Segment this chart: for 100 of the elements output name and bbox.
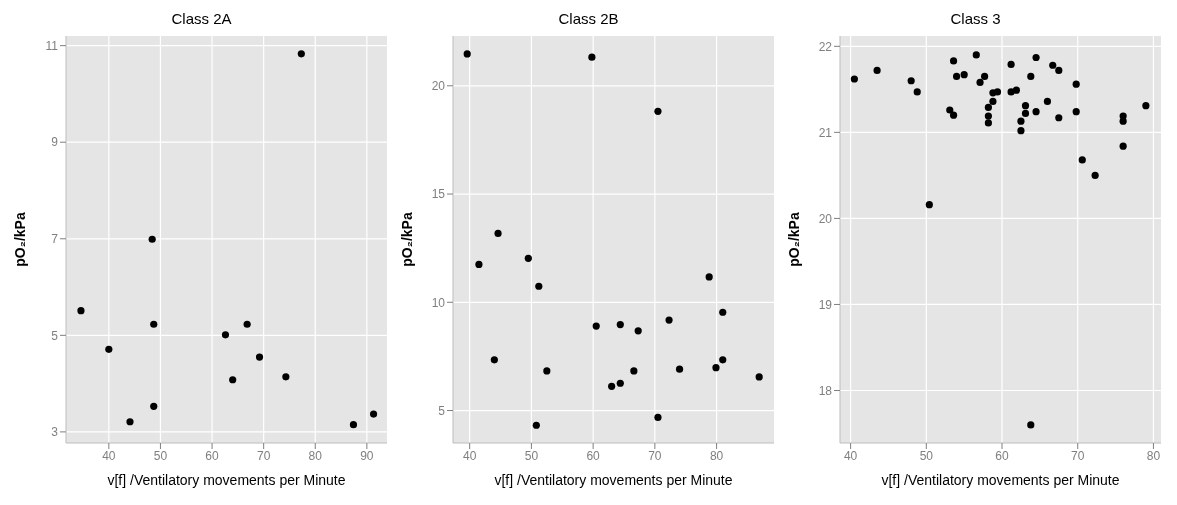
point: [946, 106, 954, 114]
point: [907, 77, 915, 85]
point: [77, 307, 85, 315]
point: [490, 356, 498, 364]
x-axis-title: v[f] /Ventilatory movements per Minute: [494, 472, 733, 488]
point: [1142, 102, 1150, 110]
x-tick-label: 50: [919, 448, 934, 463]
point: [949, 57, 958, 65]
point: [1012, 86, 1020, 94]
point: [654, 107, 662, 115]
y-tick-label: 20: [818, 211, 833, 226]
point: [976, 78, 984, 87]
x-tick-label: 40: [462, 448, 477, 463]
point: [1043, 97, 1052, 105]
point: [592, 322, 600, 330]
point: [665, 316, 673, 324]
point: [150, 320, 158, 328]
x-tick-label: 90: [360, 448, 374, 463]
y-tick-label: 7: [51, 232, 59, 247]
point: [349, 421, 358, 429]
point: [463, 50, 471, 58]
point: [126, 418, 134, 426]
point: [1091, 171, 1099, 179]
y-tick-label: 5: [51, 328, 59, 343]
y-axis-title: pO₂/kPa: [785, 212, 802, 267]
point: [993, 88, 1002, 96]
point: [1055, 66, 1063, 75]
y-tick-label: 19: [818, 297, 833, 312]
x-tick-label: 70: [648, 448, 662, 463]
point: [524, 254, 532, 262]
x-axis-title: v[f] /Ventilatory movements per Minute: [107, 472, 346, 488]
point: [608, 382, 616, 390]
point: [630, 367, 638, 375]
point: [1007, 60, 1015, 68]
point: [282, 373, 290, 381]
point: [755, 373, 763, 381]
point: [1072, 108, 1080, 116]
point: [588, 53, 596, 61]
point: [989, 97, 997, 105]
point: [972, 51, 980, 59]
point: [1021, 102, 1030, 110]
point: [984, 119, 992, 127]
chart-title: Class 2A: [170, 9, 233, 29]
point: [634, 327, 642, 335]
point: [705, 273, 713, 281]
x-tick-label: 40: [843, 448, 858, 463]
point: [255, 353, 264, 361]
y-tick-label: 20: [431, 79, 446, 94]
x-tick-label: 70: [256, 448, 271, 463]
point: [1027, 421, 1035, 429]
x-tick-label: 80: [709, 448, 724, 463]
point: [654, 413, 662, 422]
point: [1032, 108, 1040, 116]
point: [532, 421, 540, 429]
point: [616, 379, 624, 387]
point: [984, 103, 992, 112]
x-tick-label: 80: [308, 448, 323, 463]
point: [1049, 61, 1057, 69]
point: [535, 282, 543, 290]
y-tick-label: 11: [45, 38, 59, 53]
point: [150, 402, 158, 410]
point: [148, 235, 156, 243]
point: [105, 345, 113, 353]
point: [981, 72, 989, 81]
point: [675, 365, 684, 373]
point: [1055, 114, 1063, 122]
point: [1119, 142, 1127, 150]
point: [1119, 117, 1127, 125]
point: [984, 112, 992, 120]
y-axis-title: pO₂/kPa: [398, 212, 415, 267]
point: [616, 320, 624, 329]
y-tick-label: 3: [51, 425, 59, 440]
point: [543, 367, 551, 375]
point: [1027, 72, 1035, 81]
chart-title: Class 2B: [557, 9, 620, 29]
point: [1032, 53, 1040, 62]
point: [949, 111, 958, 119]
y-tick-label: 9: [51, 135, 59, 150]
point: [1072, 80, 1080, 88]
point: [494, 229, 502, 238]
point: [850, 75, 858, 83]
y-tick-label: 22: [818, 39, 833, 54]
x-tick-label: 60: [586, 448, 601, 463]
point: [229, 376, 237, 384]
x-tick-label: 50: [153, 448, 168, 463]
x-axis-title: v[f] /Ventilatory movements per Minute: [881, 472, 1120, 488]
y-tick-label: 5: [438, 403, 446, 418]
point: [297, 50, 305, 58]
y-tick-label: 18: [818, 383, 833, 398]
point: [1021, 109, 1030, 118]
point: [369, 410, 378, 418]
x-tick-label: 60: [995, 448, 1010, 463]
point: [243, 320, 251, 328]
point: [913, 88, 921, 96]
y-tick-label: 10: [431, 295, 446, 310]
x-tick-label: 80: [1146, 448, 1161, 463]
point: [952, 72, 961, 81]
point: [925, 201, 933, 209]
point: [221, 331, 230, 339]
point: [1078, 156, 1086, 164]
